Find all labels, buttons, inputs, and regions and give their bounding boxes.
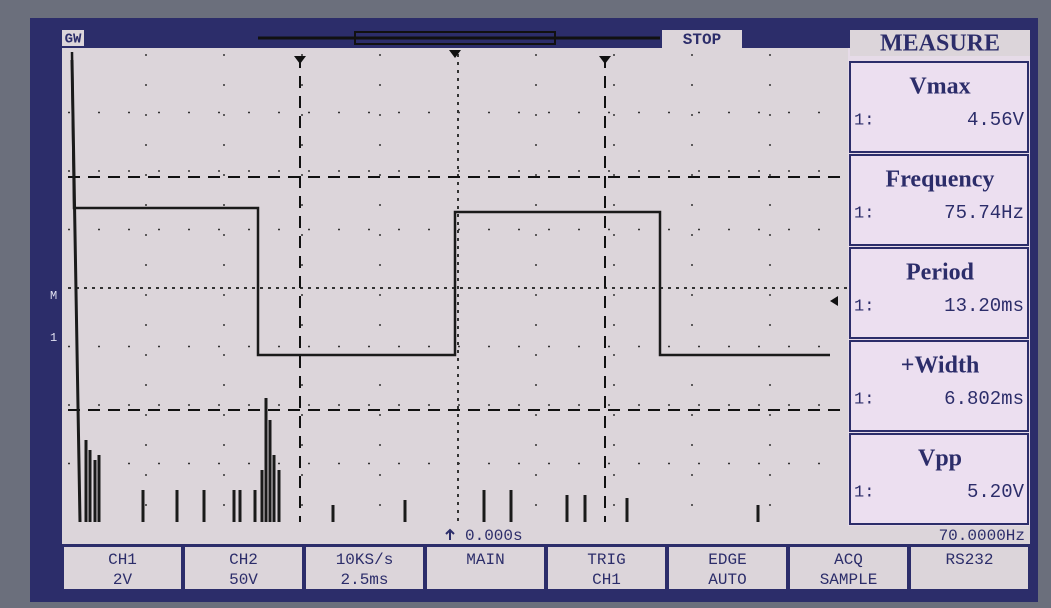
measure-name: +Width (901, 353, 980, 379)
status-box (662, 30, 742, 48)
grid (68, 54, 848, 522)
measure-title-box (850, 30, 1030, 56)
measure-channel: 1: (854, 390, 874, 409)
softkey[interactable] (425, 545, 546, 591)
measure-name: Period (906, 260, 975, 286)
measure-value: 75.74Hz (944, 202, 1024, 224)
softkey-label: TRIG (587, 551, 625, 569)
cursor-markers (294, 50, 611, 64)
softkey-value: 2.5ms (340, 571, 388, 589)
softkey-label: MAIN (466, 551, 504, 569)
measure-channel: 1: (854, 111, 874, 130)
marker-m: M (50, 289, 57, 303)
measure-box (849, 61, 1029, 153)
brand: GW (65, 32, 82, 48)
measure-items: Vmax 1: 4.56V Frequency 1: 75.74Hz Period 1: 13.… (849, 61, 1029, 525)
softkey-value: AUTO (708, 571, 746, 589)
measure-value: 4.56V (967, 109, 1025, 131)
marker-1: 1 (50, 331, 57, 345)
softkeys: CH1 2V CH2 50V 10KS/s 2.5ms MAIN TRIG CH1 EDGE AUT… (62, 545, 1030, 591)
softkey-label: 10KS/s (336, 551, 394, 569)
softkey[interactable] (183, 545, 304, 591)
trigger-frequency: 70.0000Hz (939, 527, 1025, 545)
softkey-value: SAMPLE (820, 571, 878, 589)
measure-box (849, 154, 1029, 246)
measure-channel: 1: (854, 483, 874, 502)
softkey[interactable] (909, 545, 1030, 591)
measure-box (849, 433, 1029, 525)
measure-box (849, 247, 1029, 339)
ch2-waveform (70, 59, 760, 523)
softkey-label: ACQ (834, 551, 863, 569)
softkey-label: EDGE (708, 551, 746, 569)
softkey[interactable] (667, 545, 788, 591)
softkey[interactable] (546, 545, 667, 591)
softkey-value: 2V (113, 571, 133, 589)
memory-window (354, 31, 556, 45)
softkey-label: CH1 (108, 551, 137, 569)
softkey-label: RS232 (945, 551, 993, 569)
softkey-value: CH1 (592, 571, 621, 589)
trigger-time: 0.000s (465, 527, 523, 545)
trigger-level (830, 296, 838, 306)
brand-box (62, 30, 84, 46)
measure-channel: 1: (854, 204, 874, 223)
status: STOP (683, 31, 721, 49)
status-line (62, 526, 1030, 544)
softkey[interactable] (788, 545, 909, 591)
trigger-arrow (445, 528, 455, 540)
measure-name: Vpp (918, 446, 962, 472)
measure-title: MEASURE (880, 31, 1000, 57)
measure-value: 5.20V (967, 481, 1025, 503)
softkey[interactable] (304, 545, 425, 591)
ch1-waveform (70, 51, 830, 357)
softkey-label: CH2 (229, 551, 258, 569)
measure-value: 13.20ms (944, 295, 1024, 317)
measure-channel: 1: (854, 297, 874, 316)
softkey[interactable] (62, 545, 183, 591)
measure-value: 6.802ms (944, 388, 1024, 410)
measure-name: Frequency (886, 167, 995, 193)
measure-box (849, 340, 1029, 432)
softkey-value: 50V (229, 571, 258, 589)
measure-name: Vmax (909, 74, 970, 100)
